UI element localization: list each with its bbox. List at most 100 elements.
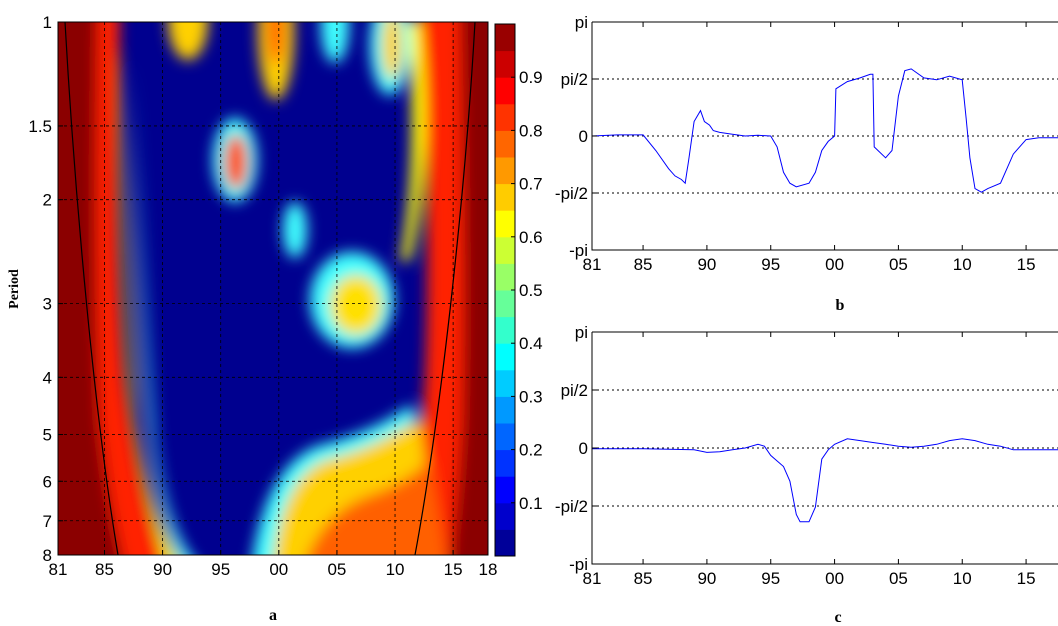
- x-tick-label: 95: [761, 569, 780, 588]
- colorbar-step: [495, 77, 515, 105]
- colorbar-tick-label: 0.3: [519, 387, 543, 406]
- top-patch-00-core: [267, 22, 285, 65]
- colorbar-tick-label: 0.1: [519, 494, 543, 513]
- cone-of-influence-right: [414, 21, 476, 556]
- x-tick-label: 85: [634, 255, 653, 274]
- y-tick-label: -pi: [569, 555, 588, 574]
- colorbar-step: [495, 423, 515, 451]
- caption-b: b: [836, 297, 845, 314]
- x-tick-label: 05: [889, 255, 908, 274]
- x-tick-label: 15: [444, 560, 463, 579]
- y-axis-label: Period: [7, 269, 22, 309]
- x-tick-label: 00: [269, 560, 288, 579]
- x-tick-label: 90: [697, 255, 716, 274]
- y-tick-label: 3: [43, 295, 52, 314]
- top-patch-05: [321, 22, 349, 63]
- colorbar-step: [495, 236, 515, 264]
- ticks-a: 81 85 90 95 00 05 10 15 18 1 1.5 2 3 4 5 6 7 8: [28, 13, 497, 579]
- bottom-orange-region: [308, 460, 446, 555]
- colorbar: 0.1 0.2 0.3 0.4 0.5 0.6 0.7 0.8 0.9: [494, 23, 543, 557]
- y-tick-label: 8: [43, 546, 52, 565]
- x-tick-label: 10: [953, 255, 972, 274]
- x-tick-label: 95: [211, 560, 230, 579]
- colorbar-tick-label: 0.6: [519, 228, 543, 247]
- x-tick-label: 05: [327, 560, 346, 579]
- left-edge-cyan: [132, 60, 191, 555]
- colorbar-step: [495, 130, 515, 158]
- colorbar-step: [495, 183, 515, 211]
- caption-c: c: [834, 609, 841, 626]
- panel-a: 81 85 90 95 00 05 10 15 18 1 1.5 2 3 4 5 6 7 8 Period a: [7, 13, 497, 624]
- colorbar-tick-label: 0.5: [519, 281, 543, 300]
- colorbar-step: [495, 157, 515, 185]
- x-tick-label: 85: [634, 569, 653, 588]
- y-tick-label: -pi/2: [555, 184, 588, 203]
- colorbar-step: [495, 50, 515, 78]
- plot-frame-a: [57, 21, 489, 556]
- x-tick-label: 05: [889, 569, 908, 588]
- colorbar-tick-label: 0.7: [519, 175, 543, 194]
- y-tick-label: 6: [43, 472, 52, 491]
- colorbar-step: [495, 103, 515, 131]
- x-tick-label: 15: [1017, 569, 1036, 588]
- colorbar-step: [495, 502, 515, 530]
- colorbar-tick-label: 0.9: [519, 68, 543, 87]
- x-tick-label: 00: [825, 255, 844, 274]
- x-tick-label: 85: [95, 560, 114, 579]
- colorbar-step: [495, 369, 515, 397]
- phase-line-c: [592, 438, 1058, 523]
- coherence-map: [58, 22, 488, 555]
- middle-yellow-patch: [330, 275, 382, 335]
- colorbar-step: [495, 263, 515, 291]
- colorbar-step: [495, 476, 515, 504]
- y-tick-label: pi: [575, 13, 588, 32]
- colorbar-tick-label: 0.2: [519, 441, 543, 460]
- short-period-red: [224, 134, 248, 190]
- right-edge-core: [450, 22, 488, 555]
- bottom-cyan-edge: [253, 405, 418, 555]
- colorbar-step: [495, 449, 515, 477]
- y-tick-label: 4: [43, 368, 52, 387]
- colorbar-step: [495, 290, 515, 318]
- colorbar-step: [495, 396, 515, 424]
- y-tick-label: 0: [579, 127, 588, 146]
- cone-of-influence-left: [64, 21, 119, 556]
- y-tick-label: 1: [43, 13, 52, 32]
- mid-patch-02: [283, 202, 307, 258]
- colorbar-step: [495, 343, 515, 371]
- colorbar-tick-label: 0.8: [519, 121, 543, 140]
- y-tick-label: 7: [43, 512, 52, 531]
- y-tick-label: 1.5: [28, 117, 52, 136]
- x-tick-label: 00: [825, 569, 844, 588]
- x-tick-label: 10: [386, 560, 405, 579]
- x-tick-label: 81: [583, 569, 602, 588]
- grid-a: [58, 22, 488, 555]
- x-tick-label: 81: [583, 255, 602, 274]
- y-tick-label: 0: [579, 439, 588, 458]
- x-tick-label: 18: [479, 560, 498, 579]
- x-tick-label: 81: [49, 560, 68, 579]
- colorbar-step: [495, 529, 515, 557]
- y-tick-label: pi: [575, 323, 588, 342]
- x-tick-label: 90: [697, 569, 716, 588]
- colorbar-steps: [495, 24, 515, 557]
- grid-b: [592, 78, 1058, 194]
- y-tick-label: 5: [43, 426, 52, 445]
- x-tick-label: 15: [1017, 255, 1036, 274]
- colorbar-step: [495, 210, 515, 238]
- x-tick-label: 10: [953, 569, 972, 588]
- top-patch-10-core: [382, 22, 402, 80]
- caption-a: a: [269, 607, 277, 624]
- x-tick-label: 90: [153, 560, 172, 579]
- phase-line-b: [592, 68, 1058, 193]
- y-tick-label: pi/2: [561, 70, 588, 89]
- colorbar-step: [495, 316, 515, 344]
- grid-c: [592, 389, 1058, 507]
- right-upper-yellow: [400, 22, 426, 262]
- left-edge-transition: [118, 40, 176, 555]
